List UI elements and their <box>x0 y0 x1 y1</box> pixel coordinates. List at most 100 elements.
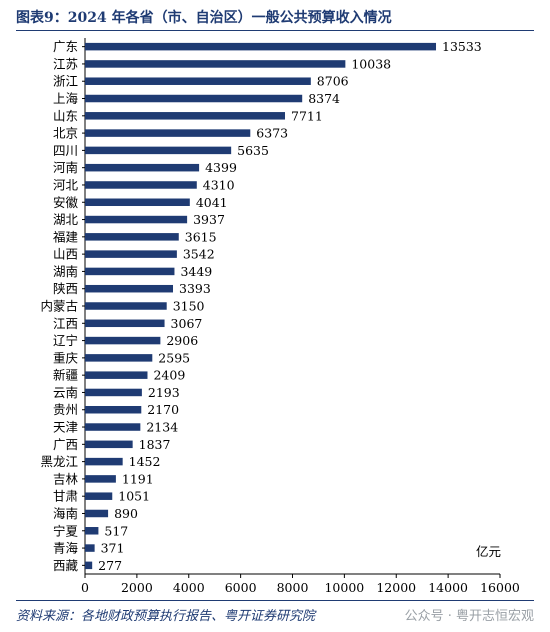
x-tick-label: 6000 <box>225 580 257 595</box>
category-label: 辽宁 <box>53 333 78 348</box>
category-label: 北京 <box>53 126 78 141</box>
bar <box>85 112 286 120</box>
bar <box>85 440 133 449</box>
x-tick-label: 12000 <box>376 580 416 595</box>
x-tick-label: 10000 <box>324 580 364 595</box>
category-label: 海南 <box>53 506 78 521</box>
bar <box>85 302 167 310</box>
category-label: 西藏 <box>53 558 79 573</box>
watermark: 公众号 · 粤开志恒宏观 <box>404 609 534 624</box>
value-label: 3542 <box>183 247 215 262</box>
value-label: 3615 <box>185 229 217 244</box>
category-label: 湖南 <box>53 264 78 279</box>
category-label: 重庆 <box>53 350 79 365</box>
bar <box>85 181 197 189</box>
category-label: 广西 <box>53 437 78 452</box>
bar <box>85 492 113 500</box>
bar <box>85 284 174 293</box>
value-label: 4041 <box>196 195 228 210</box>
bar <box>85 336 161 345</box>
value-label: 5635 <box>237 143 269 158</box>
value-label: 1452 <box>129 454 161 469</box>
title-bar: 图表9：2024 年各省（市、自治区）一般公共预算收入情况 <box>16 4 534 31</box>
value-label: 371 <box>101 541 125 556</box>
category-label: 青海 <box>53 541 79 556</box>
value-label: 2193 <box>148 385 180 400</box>
category-label: 江西 <box>53 316 78 331</box>
category-label: 新疆 <box>53 368 78 383</box>
bar <box>85 60 346 68</box>
bar <box>85 561 93 570</box>
bar <box>85 509 109 518</box>
value-label: 2906 <box>166 333 198 348</box>
x-tick-label: 14000 <box>428 580 468 595</box>
bar <box>85 475 116 483</box>
bar <box>85 42 437 51</box>
value-label: 4399 <box>205 160 237 175</box>
bar <box>85 544 95 552</box>
unit-label: 亿元 <box>476 544 501 559</box>
value-label: 7711 <box>291 108 323 123</box>
value-label: 3937 <box>193 212 225 227</box>
category-label: 宁夏 <box>53 523 79 538</box>
category-label: 山东 <box>53 108 78 123</box>
category-label: 福建 <box>53 229 79 244</box>
bar <box>85 319 165 328</box>
bar <box>85 250 177 258</box>
value-label: 2595 <box>158 350 190 365</box>
category-label: 陕西 <box>53 281 78 296</box>
category-label: 上海 <box>53 91 79 106</box>
value-label: 1191 <box>122 471 154 486</box>
category-label: 云南 <box>53 385 78 400</box>
bar <box>85 354 153 362</box>
category-label: 黑龙江 <box>40 454 78 469</box>
category-label: 浙江 <box>53 74 78 89</box>
bar <box>85 198 190 207</box>
value-label: 2170 <box>147 402 179 417</box>
x-tick-label: 2000 <box>121 580 153 595</box>
category-label: 山西 <box>53 247 78 262</box>
category-label: 天津 <box>53 420 78 435</box>
value-label: 13533 <box>442 39 482 54</box>
category-label: 四川 <box>53 143 78 158</box>
bar <box>85 94 303 103</box>
bar <box>85 233 179 241</box>
category-label: 河北 <box>53 177 79 192</box>
value-label: 2409 <box>153 368 185 383</box>
category-label: 湖北 <box>53 212 79 227</box>
x-tick-label: 8000 <box>277 580 309 595</box>
x-tick-label: 16000 <box>480 580 520 595</box>
value-label: 517 <box>104 523 128 538</box>
bar <box>85 527 99 535</box>
value-label: 1837 <box>139 437 171 452</box>
bar <box>85 146 232 155</box>
chart-title: 图表9：2024 年各省（市、自治区）一般公共预算收入情况 <box>16 10 392 26</box>
x-tick-label: 0 <box>81 580 89 595</box>
category-label: 吉林 <box>53 471 79 486</box>
value-label: 8706 <box>317 74 349 89</box>
value-label: 4310 <box>203 177 235 192</box>
bar <box>85 215 188 224</box>
category-label: 贵州 <box>53 402 78 417</box>
category-label: 安徽 <box>53 195 79 210</box>
category-label: 河南 <box>53 160 78 175</box>
bar <box>85 423 141 431</box>
value-label: 10038 <box>351 56 391 71</box>
bar <box>85 129 251 137</box>
x-tick-label: 4000 <box>173 580 205 595</box>
value-label: 3449 <box>180 264 212 279</box>
source-note: 资料来源：各地财政预算执行报告、粤开证券研究院 <box>16 609 316 624</box>
bar <box>85 371 148 379</box>
bar <box>85 267 175 276</box>
bar <box>85 457 123 466</box>
bar <box>85 163 200 172</box>
bar <box>85 77 311 85</box>
bar <box>85 388 142 397</box>
value-label: 6373 <box>256 126 288 141</box>
value-label: 3067 <box>171 316 203 331</box>
value-label: 2134 <box>146 420 178 435</box>
category-label: 内蒙古 <box>40 299 78 314</box>
value-label: 1051 <box>118 489 150 504</box>
category-label: 江苏 <box>53 56 78 71</box>
